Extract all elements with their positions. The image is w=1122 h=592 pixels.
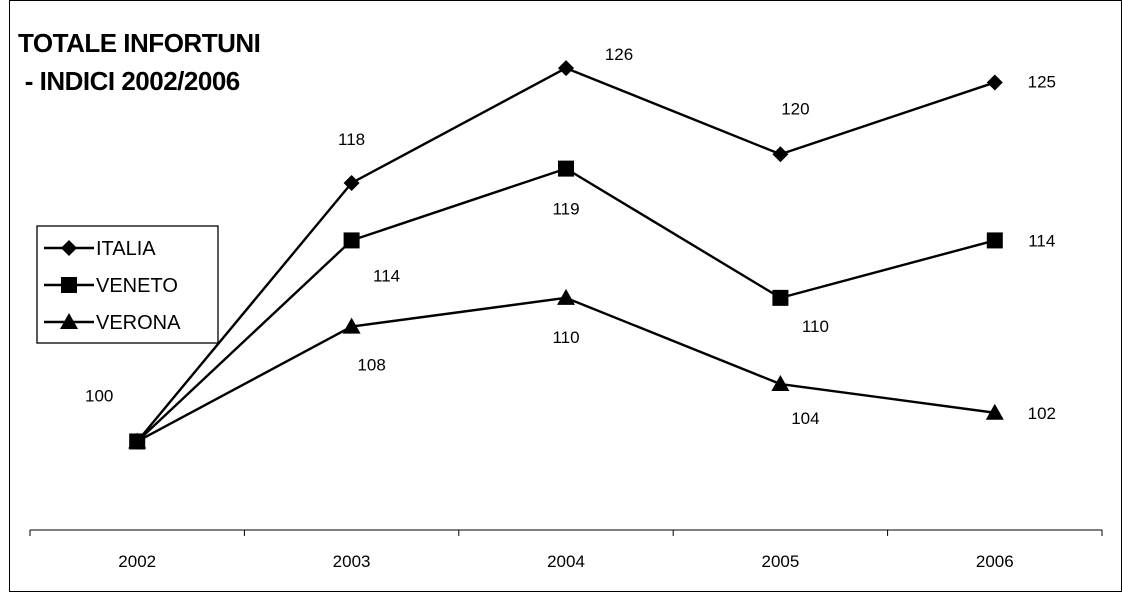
x-tick-label-2003: 2003	[333, 552, 371, 571]
chart-title-line-1: TOTALE INFORTUNI	[18, 28, 261, 58]
point-verona-2005	[771, 375, 790, 392]
data-label-italia-2005: 120	[781, 99, 809, 118]
point-verona-2006	[985, 403, 1004, 420]
data-label-veneto-2005: 110	[802, 317, 829, 336]
data-label-italia-2002: 100	[85, 386, 113, 405]
data-label-verona-2006: 102	[1028, 404, 1056, 423]
data-label-veneto-2004: 119	[552, 200, 579, 219]
data-label-italia-2003: 118	[338, 130, 365, 149]
data-label-italia-2004: 126	[605, 45, 633, 64]
point-italia-2006	[986, 74, 1003, 91]
legend-marker-veneto	[61, 277, 77, 293]
point-veneto-2005	[772, 289, 789, 306]
legend-label-italia: ITALIA	[96, 238, 156, 260]
legend-marker-italia	[61, 240, 77, 256]
x-tick-label-2002: 2002	[118, 552, 156, 571]
data-label-verona-2003: 108	[357, 356, 385, 375]
series-line-italia	[136, 66, 996, 443]
legend-label-verona: VERONA	[96, 312, 181, 334]
legend-marker-verona	[60, 313, 78, 329]
point-italia-2003	[343, 174, 360, 191]
x-tick-label-2004: 2004	[547, 552, 585, 571]
point-veneto-2003	[343, 232, 360, 249]
point-italia-2005	[772, 146, 789, 163]
data-label-verona-2004: 110	[552, 328, 579, 347]
chart-frame: TOTALE INFORTUNI - INDICI 2002/2006 2002…	[9, 0, 1122, 592]
x-tick-label-2006: 2006	[976, 552, 1014, 571]
data-label-italia-2006: 125	[1028, 72, 1056, 91]
point-veneto-2004	[558, 160, 574, 177]
point-italia-2004	[558, 60, 574, 77]
point-verona-2002	[128, 432, 147, 449]
data-label-veneto-2006: 114	[1028, 231, 1055, 250]
point-veneto-2006	[986, 232, 1003, 249]
data-label-verona-2005: 104	[791, 409, 819, 428]
point-verona-2003	[342, 317, 361, 334]
chart-title: TOTALE INFORTUNI - INDICI 2002/2006	[18, 25, 261, 100]
legend-label-veneto: VENETO	[96, 275, 178, 297]
data-label-veneto-2003: 114	[373, 266, 400, 285]
line-chart: 2002 2003 2004 2005 2006 100 118 126 120 125 114 11…	[29, 45, 1103, 571]
x-tick-label-2005: 2005	[761, 552, 799, 571]
point-verona-2004	[557, 288, 575, 305]
chart-title-line-2: - INDICI 2002/2006	[18, 65, 241, 96]
